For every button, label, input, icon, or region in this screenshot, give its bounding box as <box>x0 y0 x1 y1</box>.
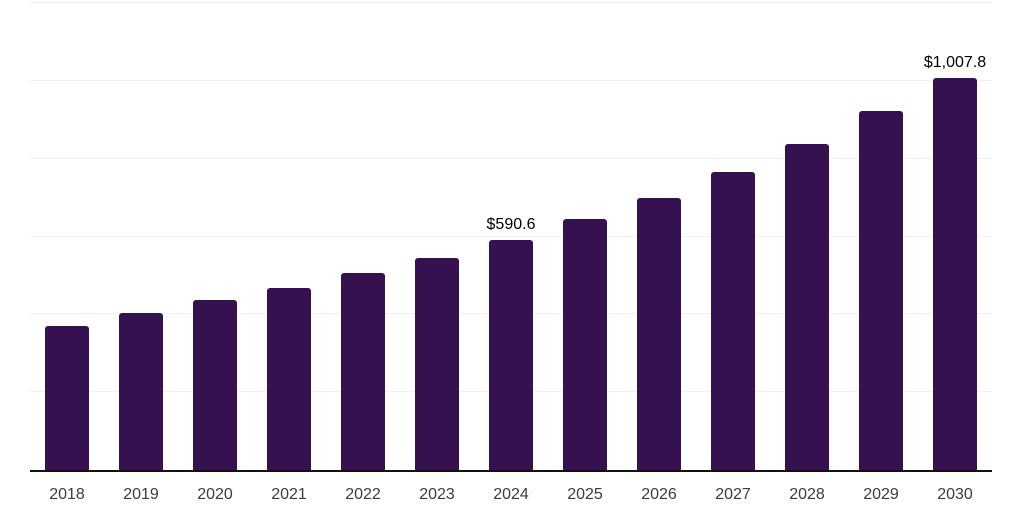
x-tick-label-2027: 2027 <box>715 486 751 503</box>
bar-2030 <box>933 77 977 470</box>
gridline-1000 <box>30 79 992 81</box>
plot-area: $590.6 $1,007.8 <box>30 2 992 472</box>
data-label-2030: $1,007.8 <box>923 53 987 71</box>
x-tick-label-2026: 2026 <box>641 486 677 503</box>
x-tick-label-2020: 2020 <box>197 486 233 503</box>
bar-band-2028 <box>770 3 844 470</box>
bar-2020 <box>193 300 237 470</box>
x-tick-label-2019: 2019 <box>123 486 159 503</box>
x-tick-label-2028: 2028 <box>789 486 825 503</box>
x-tick-label-2024: 2024 <box>493 486 529 503</box>
gridline-800 <box>30 157 992 159</box>
bars-container: $590.6 $1,007.8 <box>30 3 992 470</box>
bar-2025 <box>563 219 607 470</box>
bar-band-2022 <box>326 3 400 470</box>
bar-2019 <box>119 313 163 470</box>
x-tick-label-2022: 2022 <box>345 486 381 503</box>
bar-2018 <box>45 326 89 470</box>
bar-2027 <box>711 171 755 470</box>
x-tick-label-2029: 2029 <box>863 486 899 503</box>
gridline-1200 <box>30 2 992 3</box>
bar-2021 <box>267 288 311 470</box>
bar-2023 <box>415 258 459 470</box>
x-tick-label-2018: 2018 <box>49 486 85 503</box>
x-tick-label-2023: 2023 <box>419 486 455 503</box>
bar-band-2021 <box>252 3 326 470</box>
bar-band-2018 <box>30 3 104 470</box>
bar-2024 <box>489 240 533 470</box>
bar-2022 <box>341 273 385 470</box>
bar-band-2027 <box>696 3 770 470</box>
gridline-600 <box>30 235 992 237</box>
bar-2029 <box>859 111 903 470</box>
bar-band-2030: $1,007.8 <box>918 3 992 470</box>
bar-band-2020 <box>178 3 252 470</box>
bar-band-2025 <box>548 3 622 470</box>
x-tick-label-2025: 2025 <box>567 486 603 503</box>
data-label-2024: $590.6 <box>486 216 536 234</box>
bar-band-2023 <box>400 3 474 470</box>
bar-2026 <box>637 198 681 470</box>
x-axis-tick-labels: 2018 2019 2020 2021 2022 2023 2024 2025 2026 2027… <box>30 486 992 503</box>
bar-band-2024: $590.6 <box>474 3 548 470</box>
x-tick-label-2030: 2030 <box>937 486 973 503</box>
bar-band-2029 <box>844 3 918 470</box>
x-tick-label-2021: 2021 <box>271 486 307 503</box>
bar-band-2019 <box>104 3 178 470</box>
bar-band-2026 <box>622 3 696 470</box>
bar-2028 <box>785 144 829 470</box>
